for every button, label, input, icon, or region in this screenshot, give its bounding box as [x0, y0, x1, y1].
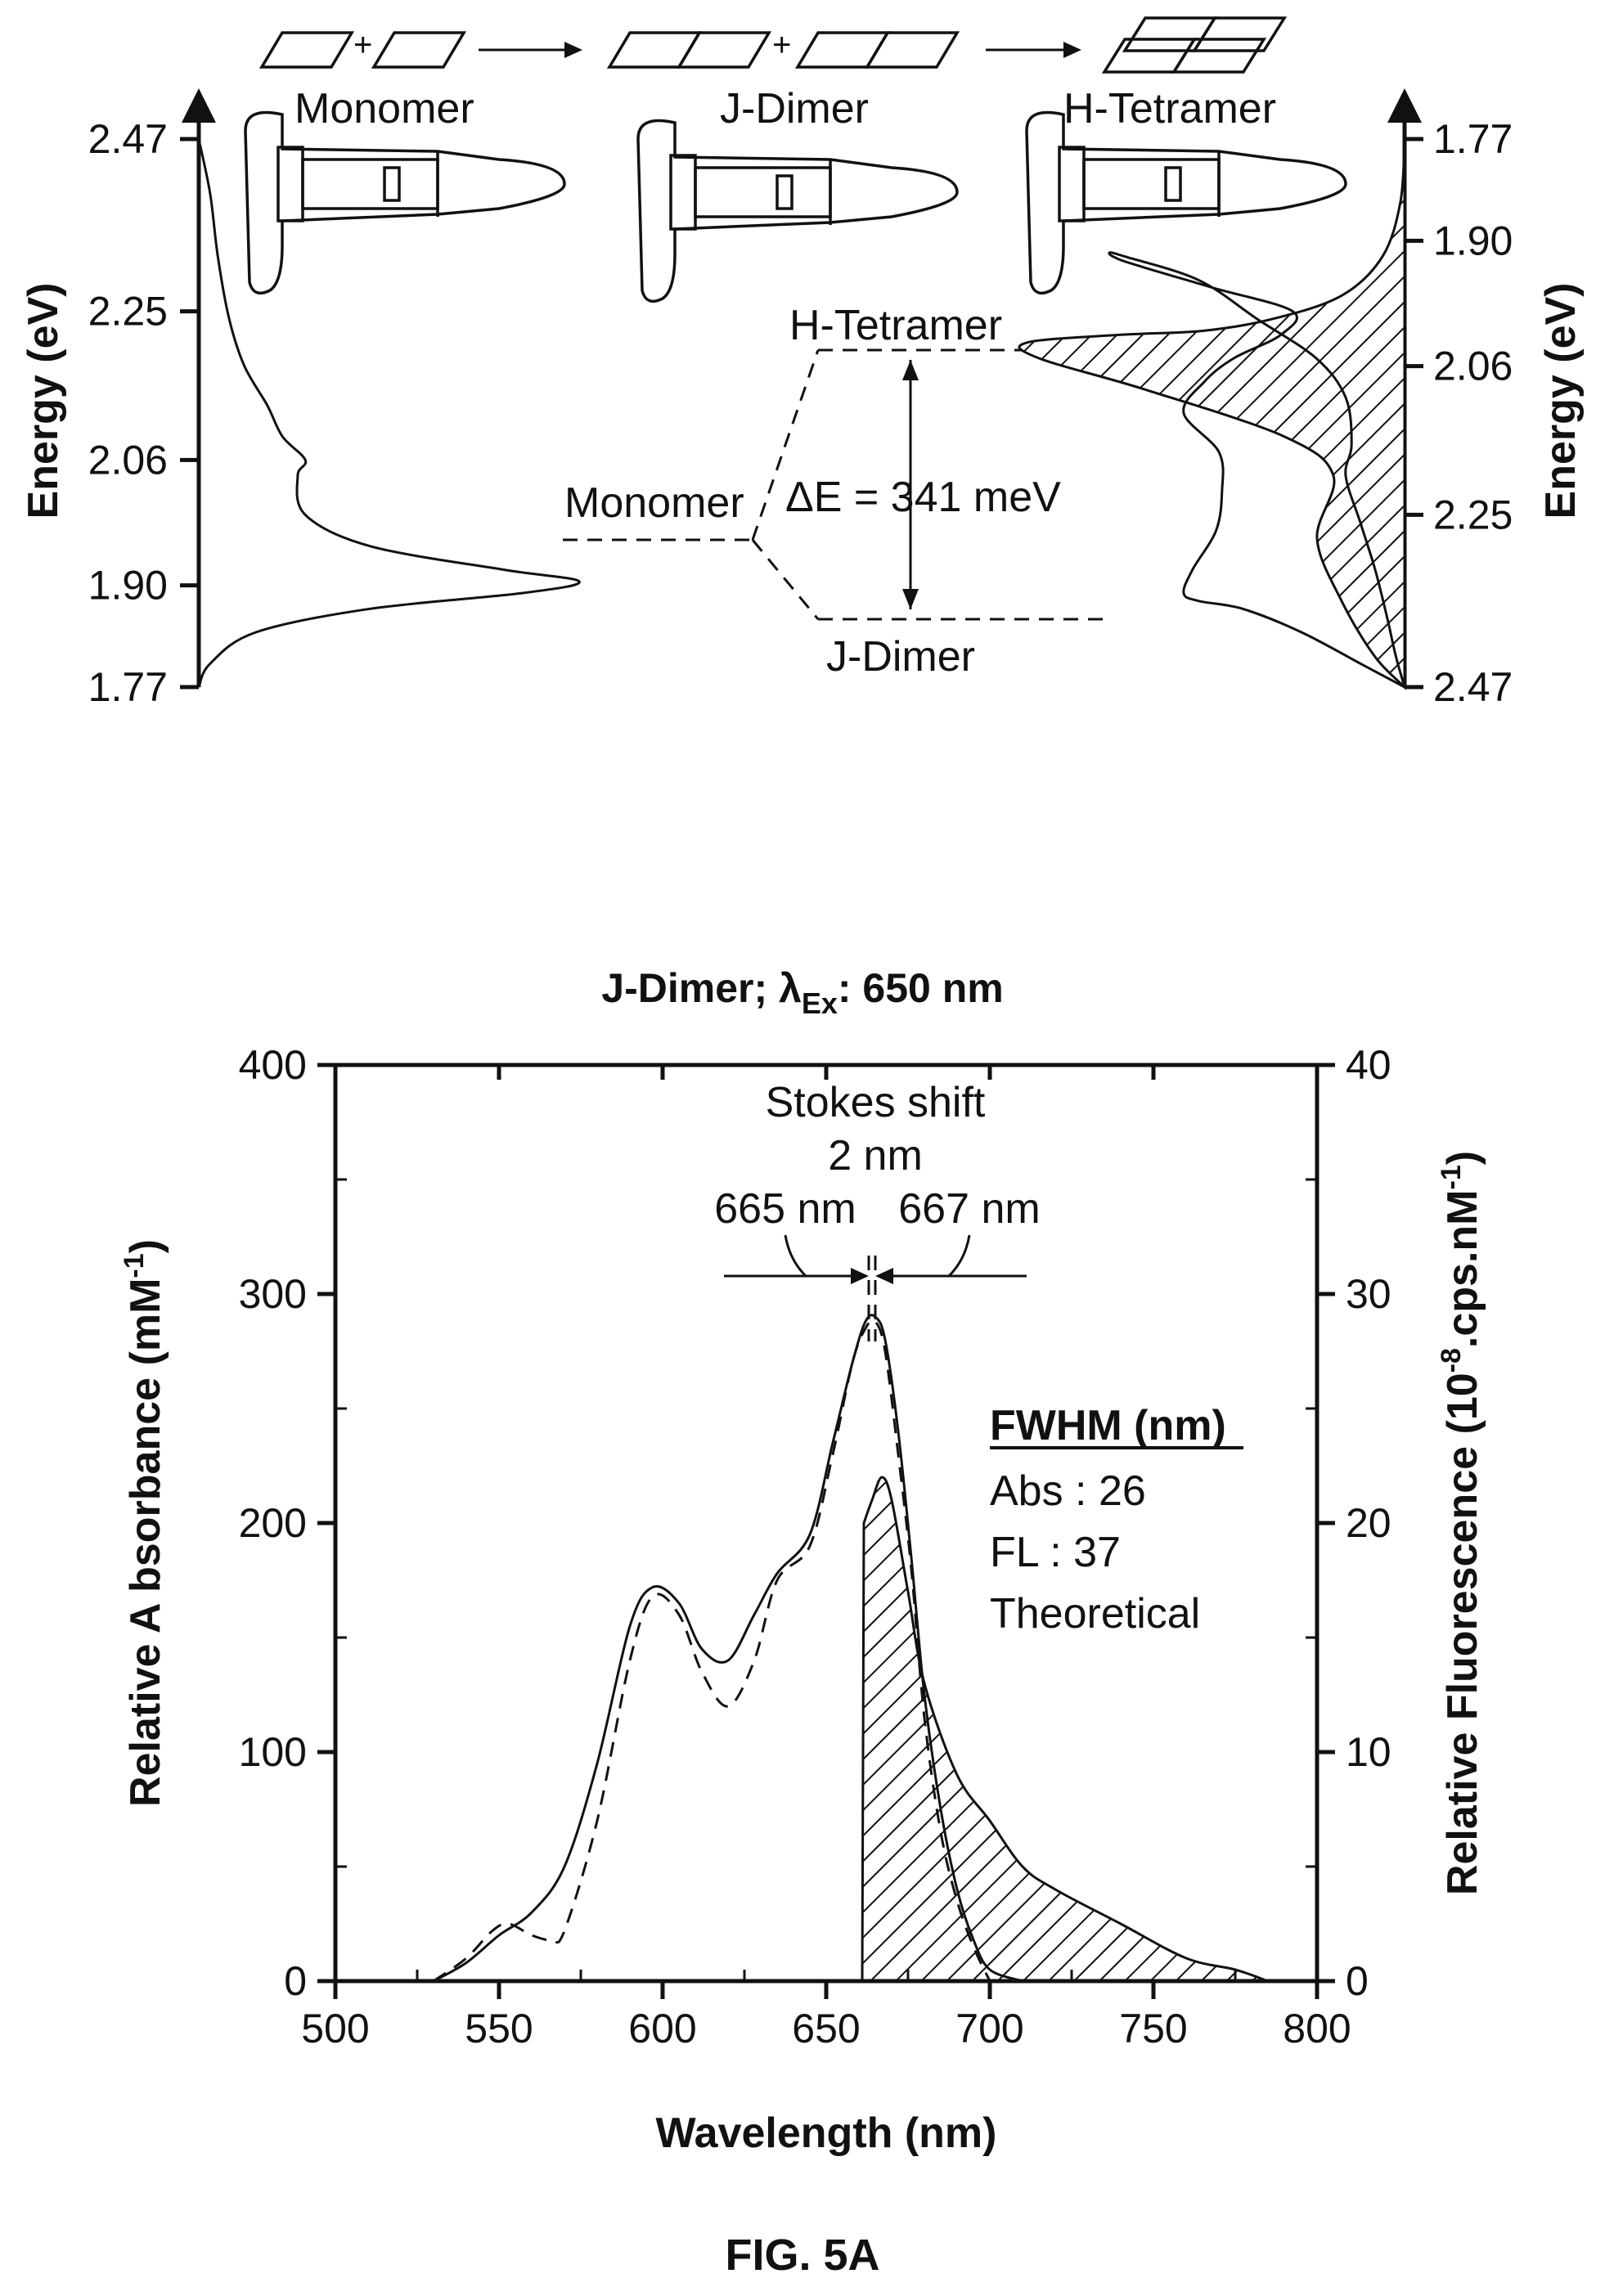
- energy-diagram: + + Monomer J-Dimer H-Tetramer: [20, 16, 1585, 710]
- x-tick-label: 700: [955, 2006, 1023, 2051]
- arrow-up-icon: [182, 88, 216, 123]
- arrow-1-icon: [479, 42, 582, 58]
- energy-level-diagram: [563, 348, 1108, 621]
- left-y-tick-label: 100: [239, 1729, 307, 1775]
- tetramer-tiles: [1101, 16, 1288, 74]
- j-dimer-spectrum-curve: [1108, 251, 1406, 689]
- svg-text:+: +: [353, 27, 372, 63]
- species-label-monomer: Monomer: [294, 85, 474, 133]
- connector-up: [751, 349, 820, 541]
- absorbance-theoretical-curve: [433, 1319, 991, 1983]
- x-tick-label: 550: [465, 2006, 533, 2051]
- pipette-icon-h-tetramer: [1025, 110, 1347, 295]
- fwhm-title: FWHM (nm): [990, 1402, 1226, 1449]
- energy-axis-ticks: 2.47 2.25 2.06 1.90 1.77 1.77 1.90 2.06 2.25 2.47: [88, 116, 1513, 710]
- monomer-tiles: +: [259, 27, 467, 69]
- right-y-axis-label: Relative Fluorescence (10-8.cps.nM-1): [1436, 1151, 1486, 1895]
- svg-text:+: +: [772, 27, 791, 63]
- arrow-up-icon: [902, 360, 919, 380]
- arrow-right-icon: [851, 1268, 869, 1284]
- left-energy-tick-label: 1.90: [88, 563, 168, 609]
- figure-label: FIG. 5A: [725, 2231, 879, 2280]
- arrow-2-icon: [986, 42, 1081, 58]
- right-energy-tick-label: 1.90: [1433, 218, 1513, 263]
- left-energy-tick-label: 2.06: [88, 437, 168, 483]
- x-tick-label: 800: [1283, 2006, 1351, 2051]
- x-tick-label: 500: [301, 2006, 369, 2051]
- monomer-spectrum-curve: [197, 138, 581, 688]
- level-label-monomer: Monomer: [564, 479, 744, 527]
- right-energy-tick-label: 2.25: [1433, 492, 1513, 537]
- right-energy-tick-label: 2.06: [1433, 344, 1513, 389]
- spectra-axis-ticks: 500 550 600 650 700 750 8000100200300400010203…: [239, 1042, 1391, 2051]
- spectra-chart: J-Dimer; λEx: 650 nm 500 550 600 650 700 750 8…: [119, 965, 1486, 2157]
- left-y-axis-label: Relative A bsorbance (mM-1): [119, 1239, 169, 1807]
- pipette-icon-j-dimer: [636, 119, 959, 303]
- h-tetramer-hatched-band: [1018, 138, 1406, 690]
- fwhm-abs: Abs : 26: [990, 1467, 1146, 1515]
- left-energy-tick-label: 2.47: [88, 116, 168, 162]
- x-axis-label: Wavelength (nm): [656, 2110, 997, 2157]
- fwhm-note: Theoretical: [990, 1590, 1200, 1638]
- x-tick-label: 750: [1119, 2006, 1187, 2051]
- fluorescence-fill: [861, 1476, 1269, 1983]
- right-energy-tick-label: 2.47: [1433, 664, 1513, 710]
- left-y-tick-label: 200: [239, 1500, 307, 1546]
- connector-down: [751, 539, 820, 620]
- right-axis-label: Energy (eV): [1537, 283, 1585, 519]
- arrow-left-icon: [875, 1268, 893, 1284]
- right-y-tick-label: 30: [1346, 1271, 1391, 1317]
- stokes-shift-value: 2 nm: [828, 1132, 923, 1179]
- stokes-shift-arrows: [724, 1234, 1027, 1341]
- x-tick-label: 600: [628, 2006, 696, 2051]
- pipette-icon-monomer: [244, 110, 566, 295]
- right-y-tick-label: 0: [1346, 1958, 1369, 2004]
- level-label-h-tetramer: H-Tetramer: [789, 302, 1002, 349]
- peak-label-abs: 665 nm: [714, 1185, 856, 1233]
- right-y-tick-label: 40: [1346, 1042, 1391, 1088]
- left-axis-label: Energy (eV): [20, 283, 67, 519]
- right-y-tick-label: 10: [1346, 1729, 1391, 1775]
- absorbance-curve: [433, 1314, 1023, 1983]
- chart-title: J-Dimer; λEx: 650 nm: [601, 965, 1003, 1020]
- left-y-tick-label: 0: [284, 1958, 307, 2004]
- dimer-tiles: +: [606, 27, 960, 69]
- fwhm-fl: FL : 37: [990, 1529, 1121, 1576]
- left-energy-tick-label: 1.77: [88, 664, 168, 710]
- left-y-tick-label: 400: [239, 1042, 307, 1088]
- x-tick-label: 650: [792, 2006, 860, 2051]
- left-y-tick-label: 300: [239, 1271, 307, 1317]
- left-energy-axis: [182, 88, 216, 687]
- delta-e-annotation: ΔE = 341 meV: [785, 474, 1061, 521]
- arrow-up-icon: [1387, 88, 1422, 123]
- peak-label-fl: 667 nm: [898, 1185, 1040, 1233]
- level-label-j-dimer: J-Dimer: [826, 633, 975, 681]
- right-energy-tick-label: 1.77: [1433, 116, 1513, 162]
- stokes-shift-title: Stokes shift: [766, 1079, 986, 1126]
- right-y-tick-label: 20: [1346, 1500, 1391, 1546]
- species-label-j-dimer: J-Dimer: [720, 85, 869, 133]
- arrow-down-icon: [902, 589, 919, 609]
- left-energy-tick-label: 2.25: [88, 289, 168, 335]
- species-label-h-tetramer: H-Tetramer: [1063, 85, 1276, 133]
